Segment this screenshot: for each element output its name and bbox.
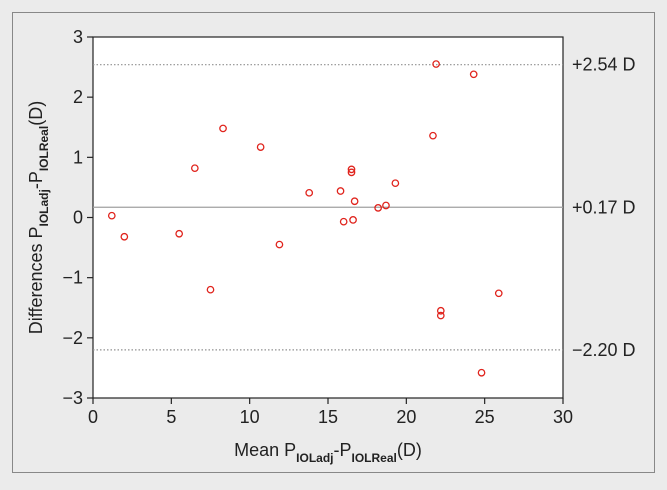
data-point [391,179,400,188]
data-point [436,306,445,315]
reference-line-label: +0.17 D [572,197,636,217]
y-axis: −3 −2 −1 0 1 2 3 [62,27,93,408]
data-point [432,60,440,68]
data-point [350,197,359,206]
data-point [429,131,437,140]
data-point [190,164,199,173]
data-point [305,188,314,197]
y-axis-title: Differences PIOLadj-PIOLReal(D) [26,101,51,334]
plot-area [92,36,564,399]
x-tick-label: 15 [318,407,338,427]
data-point [469,70,478,79]
data-point [256,143,265,151]
data-point [494,289,503,298]
reference-lines: +2.54 D +0.17 D −2.20 D [93,55,636,360]
data-point [347,168,356,177]
reference-line-label: +2.54 D [572,55,636,75]
y-tick-label: 0 [73,208,83,228]
data-point [107,211,116,220]
y-tick-label: 2 [73,87,83,107]
y-tick-label: 1 [73,147,83,167]
data-points [107,60,503,377]
data-point [436,311,445,320]
data-point [382,201,390,210]
x-axis-title: Mean PIOLadj-PIOLReal(D) [234,440,422,465]
y-tick-label: −2 [62,328,83,348]
data-point [477,368,486,377]
data-point [120,232,129,241]
x-tick-label: 5 [166,407,176,427]
x-tick-label: 10 [240,407,260,427]
reference-line-label: −2.20 D [572,340,636,360]
figure-border [12,12,655,473]
data-point [336,187,345,195]
data-point [347,165,356,174]
data-point [275,240,284,249]
x-tick-label: 0 [88,407,98,427]
data-point [206,285,215,294]
data-point [219,124,227,133]
x-tick-label: 25 [475,407,495,427]
y-tick-label: −3 [62,388,83,408]
data-point [175,229,184,238]
x-tick-label: 30 [553,407,573,427]
x-axis: 0 5 10 15 20 25 30 [88,398,573,427]
data-point [349,216,357,224]
x-tick-label: 20 [396,407,416,427]
y-tick-label: −1 [62,268,83,288]
y-tick-label: 3 [73,27,83,47]
data-point [374,204,382,212]
data-point [339,217,348,226]
